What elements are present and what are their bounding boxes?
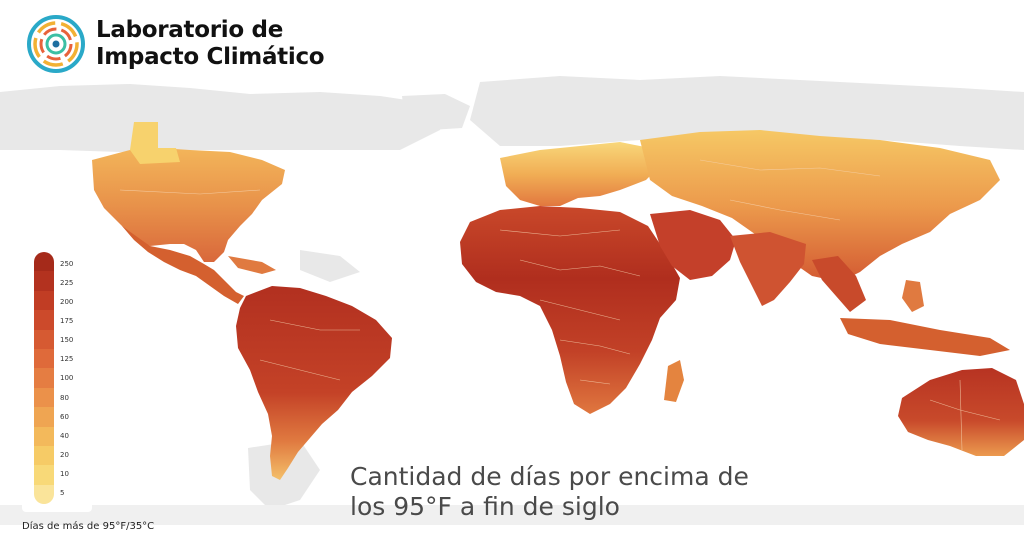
caribbean-region bbox=[228, 256, 276, 274]
legend-swatch bbox=[34, 290, 54, 311]
legend-tick-label: 10 bbox=[60, 469, 69, 478]
legend-tick-label: 80 bbox=[60, 393, 69, 402]
legend-tick-label: 5 bbox=[60, 488, 65, 497]
legend-tick-label: 60 bbox=[60, 412, 69, 421]
legend-swatch bbox=[34, 465, 54, 485]
map-title-line-2: los 95°F a fin de siglo bbox=[350, 492, 620, 521]
legend-swatch bbox=[34, 271, 54, 291]
brand-logo: Laboratorio de Impacto Climático bbox=[26, 14, 325, 74]
legend-tick-label: 225 bbox=[60, 279, 74, 288]
africa-region bbox=[460, 206, 680, 414]
legend-swatch bbox=[34, 348, 54, 369]
europe-region bbox=[500, 142, 660, 206]
legend-tick-label: 200 bbox=[60, 298, 74, 307]
philippines-region bbox=[902, 280, 924, 312]
south-america-region bbox=[236, 286, 392, 480]
legend-caption: Días de más de 95°F/35°C bbox=[22, 521, 155, 532]
map-title-line-1: Cantidad de días por encima de bbox=[350, 462, 749, 491]
brand-line-1: Laboratorio de bbox=[96, 17, 283, 43]
alaska-yukon-region bbox=[130, 122, 180, 164]
southeast-asia-region bbox=[812, 256, 866, 312]
legend-swatch bbox=[34, 426, 54, 446]
legend-swatch bbox=[34, 387, 54, 408]
color-legend: 250 225 200 175 150 125 100 80 60 40 20 10 5 bbox=[22, 244, 92, 512]
legend-tick-label: 40 bbox=[60, 431, 69, 440]
legend-tick-label: 20 bbox=[60, 450, 69, 459]
legend-swatch bbox=[34, 310, 54, 330]
legend-tick-label: 125 bbox=[60, 355, 74, 364]
country-borders bbox=[119, 159, 1001, 451]
map-title: Cantidad de días por encima de los 95°F … bbox=[350, 462, 850, 522]
legend-swatch bbox=[34, 252, 54, 272]
brand-line-2: Impacto Climático bbox=[96, 44, 325, 70]
legend-swatch bbox=[34, 407, 54, 427]
legend-tick-labels: 250 225 200 175 150 125 100 80 60 40 20 10 5 bbox=[60, 252, 73, 504]
legend-tick-label: 175 bbox=[60, 317, 74, 326]
legend-tick-label: 250 bbox=[60, 260, 74, 268]
legend-tick-label: 150 bbox=[60, 336, 74, 345]
indonesia-region bbox=[840, 318, 1010, 356]
middle-east-region bbox=[650, 210, 736, 280]
asia-region bbox=[640, 130, 1000, 282]
legend-color-bar bbox=[34, 252, 54, 504]
mexico-central-america-region bbox=[122, 226, 244, 304]
climate-lab-logo-icon bbox=[27, 15, 85, 73]
north-america-region bbox=[92, 148, 285, 262]
legend-swatch bbox=[34, 445, 54, 466]
legend-tick-label: 100 bbox=[60, 374, 74, 383]
legend-swatch bbox=[34, 368, 54, 388]
legend-swatch bbox=[34, 484, 54, 504]
madagascar-region bbox=[664, 360, 684, 402]
india-region bbox=[730, 232, 806, 306]
no-data-land bbox=[0, 76, 1024, 525]
brand-name: Laboratorio de Impacto Climático bbox=[96, 17, 325, 71]
legend-swatch bbox=[34, 329, 54, 349]
